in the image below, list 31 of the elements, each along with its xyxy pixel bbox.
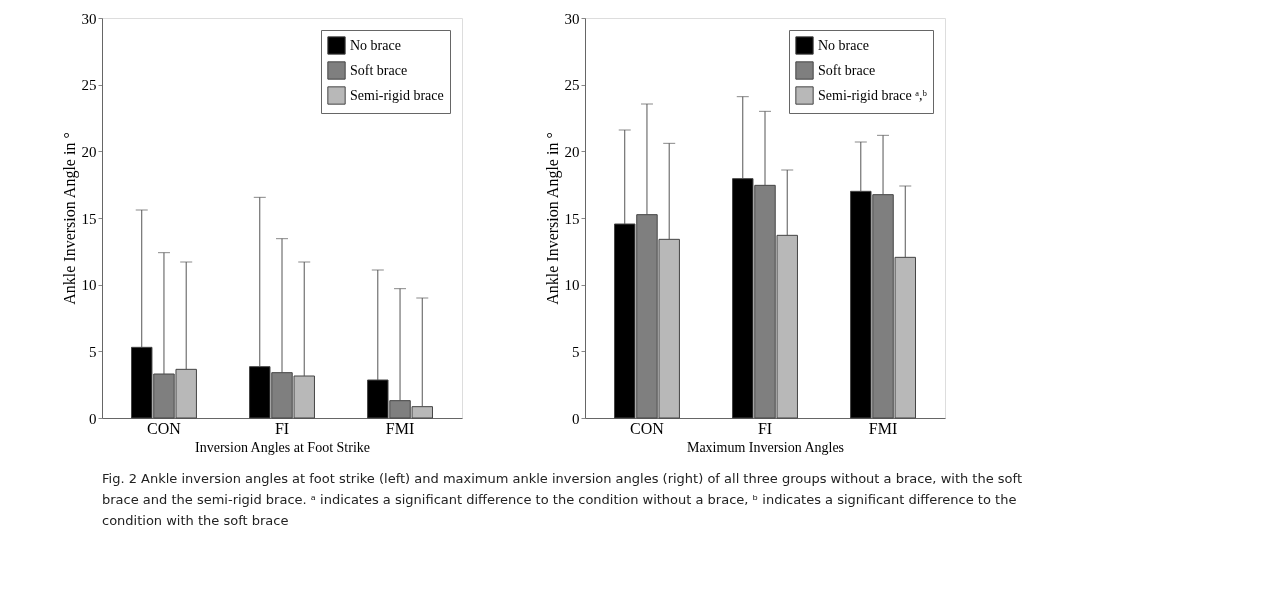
y-tick-label: 20 bbox=[81, 143, 97, 160]
y-tick-label: 5 bbox=[572, 343, 580, 360]
legend-label: No brace bbox=[818, 37, 869, 53]
y-tick-label: 10 bbox=[564, 277, 580, 294]
x-tick-label: CON bbox=[630, 419, 665, 437]
y-tick-label: 10 bbox=[81, 277, 97, 294]
legend-label: Soft brace bbox=[350, 62, 408, 78]
y-axis-title: Ankle Inversion Angle in ° bbox=[543, 132, 562, 305]
y-axis-title: Ankle Inversion Angle in ° bbox=[60, 132, 79, 305]
x-tick-label: FI bbox=[757, 419, 773, 437]
x-tick-label: FI bbox=[274, 419, 290, 437]
y-tick-label: 15 bbox=[564, 210, 580, 227]
x-tick-label: FMI bbox=[868, 419, 898, 437]
y-tick-label: 15 bbox=[81, 210, 97, 227]
y-tick-label: 30 bbox=[81, 10, 97, 27]
x-axis-title: Maximum Inversion Angles bbox=[686, 439, 845, 455]
y-tick-label: 30 bbox=[564, 10, 580, 27]
x-axis-title: Inversion Angles at Foot Strike bbox=[195, 439, 370, 455]
caption: Fig. 2 Ankle inversion angles at foot strike (left) and maximum ankle inversion angles (right) of all three groups without a brace, with the soft brace and the semi-rigid brace. ᵃ indicates a significant difference to the condition without a brace, ᵇ indicates a significant difference to the condition with the soft brace bbox=[102, 471, 1022, 528]
legend-label: Semi-rigid brace bbox=[350, 87, 444, 103]
y-tick-label: 25 bbox=[81, 77, 97, 94]
y-tick-label: 0 bbox=[572, 410, 580, 427]
y-tick-label: 5 bbox=[89, 343, 97, 360]
y-tick-label: 0 bbox=[89, 410, 97, 427]
x-tick-label: FMI bbox=[385, 419, 415, 437]
y-tick-label: 25 bbox=[564, 77, 580, 94]
legend-label: No brace bbox=[350, 37, 401, 53]
y-tick-label: 20 bbox=[564, 143, 580, 160]
legend-label: Semi-rigid brace ᵃ,ᵇ bbox=[818, 87, 928, 103]
x-tick-label: CON bbox=[147, 419, 182, 437]
legend-label: Soft brace bbox=[818, 62, 876, 78]
